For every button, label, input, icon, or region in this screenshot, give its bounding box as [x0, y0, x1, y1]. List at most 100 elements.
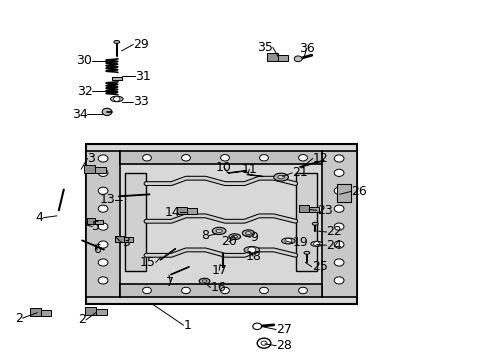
- Circle shape: [98, 241, 108, 248]
- Polygon shape: [295, 173, 316, 271]
- Text: 4: 4: [36, 211, 43, 224]
- Circle shape: [181, 287, 190, 294]
- Ellipse shape: [202, 280, 206, 282]
- Text: 3: 3: [122, 236, 129, 249]
- Text: 15: 15: [140, 256, 156, 269]
- Ellipse shape: [110, 96, 123, 102]
- Polygon shape: [41, 310, 51, 316]
- Text: 19: 19: [292, 236, 307, 249]
- Circle shape: [333, 223, 343, 230]
- Polygon shape: [186, 208, 196, 214]
- Ellipse shape: [244, 247, 259, 253]
- Polygon shape: [228, 170, 246, 173]
- Circle shape: [333, 187, 343, 194]
- Circle shape: [247, 247, 255, 253]
- Text: 26: 26: [350, 185, 366, 198]
- Text: 12: 12: [312, 152, 328, 165]
- Ellipse shape: [245, 231, 251, 234]
- Polygon shape: [299, 160, 324, 167]
- Circle shape: [333, 169, 343, 176]
- Polygon shape: [112, 77, 122, 80]
- Polygon shape: [87, 219, 95, 224]
- Circle shape: [259, 287, 268, 294]
- Circle shape: [257, 338, 270, 348]
- Text: 16: 16: [210, 281, 225, 294]
- Circle shape: [102, 108, 112, 116]
- Ellipse shape: [273, 173, 288, 181]
- Text: 29: 29: [133, 38, 149, 51]
- Circle shape: [333, 277, 343, 284]
- Text: 6: 6: [93, 243, 101, 256]
- Text: 33: 33: [133, 95, 149, 108]
- Polygon shape: [85, 307, 96, 315]
- Ellipse shape: [114, 41, 120, 43]
- Text: 2: 2: [78, 313, 86, 327]
- Polygon shape: [222, 253, 223, 267]
- Polygon shape: [119, 194, 149, 197]
- Polygon shape: [96, 309, 106, 315]
- Circle shape: [333, 155, 343, 162]
- Polygon shape: [299, 205, 308, 212]
- Polygon shape: [336, 184, 350, 202]
- Ellipse shape: [242, 230, 254, 236]
- Text: 34: 34: [72, 108, 87, 121]
- Text: 11: 11: [241, 163, 257, 176]
- Polygon shape: [95, 220, 102, 224]
- Polygon shape: [86, 151, 120, 297]
- Text: 18: 18: [245, 249, 261, 262]
- Circle shape: [220, 287, 229, 294]
- Text: 13: 13: [100, 193, 115, 206]
- Text: 35: 35: [256, 41, 272, 54]
- Circle shape: [261, 341, 266, 345]
- Text: 17: 17: [211, 264, 226, 277]
- Ellipse shape: [199, 278, 209, 284]
- Polygon shape: [266, 53, 277, 61]
- Text: 2: 2: [15, 311, 22, 325]
- Polygon shape: [58, 189, 64, 211]
- Ellipse shape: [212, 227, 225, 234]
- Ellipse shape: [232, 235, 237, 238]
- Circle shape: [333, 259, 343, 266]
- Polygon shape: [30, 308, 41, 316]
- Polygon shape: [170, 266, 189, 275]
- Polygon shape: [86, 144, 356, 304]
- Text: 22: 22: [326, 225, 342, 238]
- Text: 36: 36: [299, 41, 314, 54]
- Polygon shape: [277, 55, 288, 61]
- Text: 9: 9: [250, 231, 258, 244]
- Circle shape: [259, 154, 268, 161]
- Circle shape: [142, 287, 151, 294]
- Polygon shape: [120, 284, 321, 297]
- Circle shape: [181, 154, 190, 161]
- Circle shape: [252, 323, 261, 329]
- Polygon shape: [246, 174, 263, 177]
- Ellipse shape: [277, 175, 284, 179]
- Circle shape: [333, 241, 343, 248]
- Text: 23: 23: [316, 204, 332, 217]
- Polygon shape: [125, 173, 146, 271]
- Circle shape: [142, 154, 151, 161]
- Polygon shape: [321, 151, 356, 297]
- Ellipse shape: [228, 234, 240, 239]
- Circle shape: [98, 259, 108, 266]
- Circle shape: [220, 154, 229, 161]
- Ellipse shape: [304, 251, 309, 254]
- Polygon shape: [124, 237, 133, 242]
- Text: 25: 25: [311, 260, 327, 273]
- Text: 28: 28: [276, 339, 291, 352]
- Text: 3: 3: [87, 152, 95, 165]
- Ellipse shape: [216, 229, 222, 233]
- Circle shape: [98, 277, 108, 284]
- Text: 30: 30: [76, 54, 92, 67]
- Circle shape: [98, 155, 108, 162]
- Text: 32: 32: [77, 85, 92, 98]
- Text: 24: 24: [326, 239, 342, 252]
- Text: 8: 8: [201, 229, 209, 242]
- Text: 31: 31: [135, 69, 150, 82]
- Circle shape: [298, 287, 307, 294]
- Polygon shape: [177, 207, 186, 214]
- Circle shape: [298, 154, 307, 161]
- Circle shape: [333, 205, 343, 212]
- Ellipse shape: [312, 222, 318, 225]
- Text: 10: 10: [216, 161, 231, 174]
